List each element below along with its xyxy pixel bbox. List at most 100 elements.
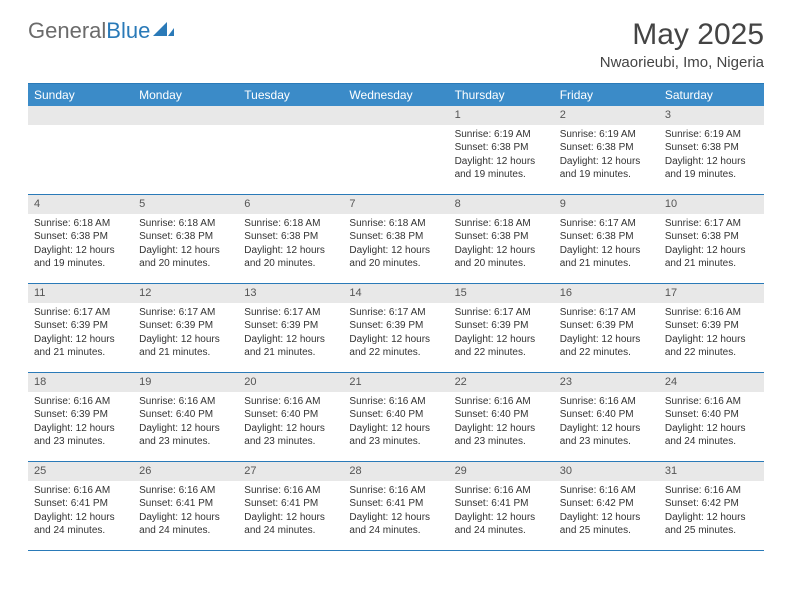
day-number [28,106,133,125]
sunrise-text: Sunrise: 6:16 AM [560,395,653,409]
day-cell: 14Sunrise: 6:17 AMSunset: 6:39 PMDayligh… [343,284,448,372]
day-cell: 27Sunrise: 6:16 AMSunset: 6:41 PMDayligh… [238,462,343,550]
day-number: 7 [343,195,448,214]
sunrise-text: Sunrise: 6:16 AM [34,484,127,498]
sunset-text: Sunset: 6:40 PM [455,408,548,422]
sunset-text: Sunset: 6:39 PM [244,319,337,333]
sunset-text: Sunset: 6:38 PM [560,141,653,155]
day-body: Sunrise: 6:17 AMSunset: 6:39 PMDaylight:… [449,303,554,365]
day-cell: 13Sunrise: 6:17 AMSunset: 6:39 PMDayligh… [238,284,343,372]
sunset-text: Sunset: 6:39 PM [34,408,127,422]
sunset-text: Sunset: 6:38 PM [139,230,232,244]
day-number: 15 [449,284,554,303]
sunset-text: Sunset: 6:40 PM [139,408,232,422]
day-number: 19 [133,373,238,392]
week-row: 4Sunrise: 6:18 AMSunset: 6:38 PMDaylight… [28,195,764,284]
sunrise-text: Sunrise: 6:16 AM [34,395,127,409]
day-number: 27 [238,462,343,481]
day-cell: 5Sunrise: 6:18 AMSunset: 6:38 PMDaylight… [133,195,238,283]
sunset-text: Sunset: 6:42 PM [665,497,758,511]
sunset-text: Sunset: 6:39 PM [560,319,653,333]
sunset-text: Sunset: 6:40 PM [560,408,653,422]
day-cell: 9Sunrise: 6:17 AMSunset: 6:38 PMDaylight… [554,195,659,283]
day-cell: 4Sunrise: 6:18 AMSunset: 6:38 PMDaylight… [28,195,133,283]
day-number: 10 [659,195,764,214]
day-number: 29 [449,462,554,481]
sunrise-text: Sunrise: 6:16 AM [349,484,442,498]
daylight-text: Daylight: 12 hours and 21 minutes. [665,244,758,271]
day-cell [238,106,343,194]
daylight-text: Daylight: 12 hours and 24 minutes. [244,511,337,538]
day-cell: 22Sunrise: 6:16 AMSunset: 6:40 PMDayligh… [449,373,554,461]
dow-wednesday: Wednesday [343,84,448,106]
day-body: Sunrise: 6:17 AMSunset: 6:39 PMDaylight:… [133,303,238,365]
sunset-text: Sunset: 6:38 PM [455,230,548,244]
daylight-text: Daylight: 12 hours and 19 minutes. [560,155,653,182]
daylight-text: Daylight: 12 hours and 23 minutes. [34,422,127,449]
day-body: Sunrise: 6:18 AMSunset: 6:38 PMDaylight:… [343,214,448,276]
header: GeneralBlue May 2025 Nwaorieubi, Imo, Ni… [0,0,792,79]
day-cell: 2Sunrise: 6:19 AMSunset: 6:38 PMDaylight… [554,106,659,194]
daylight-text: Daylight: 12 hours and 20 minutes. [455,244,548,271]
day-number: 30 [554,462,659,481]
day-number: 13 [238,284,343,303]
daylight-text: Daylight: 12 hours and 25 minutes. [665,511,758,538]
dow-row: Sunday Monday Tuesday Wednesday Thursday… [28,84,764,106]
dow-tuesday: Tuesday [238,84,343,106]
dow-sunday: Sunday [28,84,133,106]
day-body: Sunrise: 6:17 AMSunset: 6:39 PMDaylight:… [28,303,133,365]
daylight-text: Daylight: 12 hours and 23 minutes. [244,422,337,449]
day-number: 31 [659,462,764,481]
day-body: Sunrise: 6:19 AMSunset: 6:38 PMDaylight:… [659,125,764,187]
day-cell: 15Sunrise: 6:17 AMSunset: 6:39 PMDayligh… [449,284,554,372]
day-cell: 24Sunrise: 6:16 AMSunset: 6:40 PMDayligh… [659,373,764,461]
sunrise-text: Sunrise: 6:17 AM [139,306,232,320]
daylight-text: Daylight: 12 hours and 24 minutes. [665,422,758,449]
daylight-text: Daylight: 12 hours and 20 minutes. [139,244,232,271]
day-number: 25 [28,462,133,481]
sunrise-text: Sunrise: 6:19 AM [665,128,758,142]
day-body: Sunrise: 6:18 AMSunset: 6:38 PMDaylight:… [133,214,238,276]
day-number: 26 [133,462,238,481]
day-cell: 12Sunrise: 6:17 AMSunset: 6:39 PMDayligh… [133,284,238,372]
daylight-text: Daylight: 12 hours and 20 minutes. [244,244,337,271]
day-cell: 25Sunrise: 6:16 AMSunset: 6:41 PMDayligh… [28,462,133,550]
sunset-text: Sunset: 6:39 PM [349,319,442,333]
sunset-text: Sunset: 6:38 PM [349,230,442,244]
sunrise-text: Sunrise: 6:17 AM [34,306,127,320]
day-number: 16 [554,284,659,303]
day-body: Sunrise: 6:16 AMSunset: 6:40 PMDaylight:… [449,392,554,454]
day-body: Sunrise: 6:16 AMSunset: 6:42 PMDaylight:… [554,481,659,543]
day-number: 5 [133,195,238,214]
sunset-text: Sunset: 6:41 PM [349,497,442,511]
day-cell: 16Sunrise: 6:17 AMSunset: 6:39 PMDayligh… [554,284,659,372]
day-number: 17 [659,284,764,303]
sunrise-text: Sunrise: 6:17 AM [560,306,653,320]
day-cell: 31Sunrise: 6:16 AMSunset: 6:42 PMDayligh… [659,462,764,550]
sunrise-text: Sunrise: 6:18 AM [244,217,337,231]
dow-saturday: Saturday [659,84,764,106]
day-number: 21 [343,373,448,392]
daylight-text: Daylight: 12 hours and 24 minutes. [34,511,127,538]
day-body: Sunrise: 6:18 AMSunset: 6:38 PMDaylight:… [28,214,133,276]
title-block: May 2025 Nwaorieubi, Imo, Nigeria [600,18,764,71]
sunrise-text: Sunrise: 6:16 AM [139,395,232,409]
day-body: Sunrise: 6:16 AMSunset: 6:40 PMDaylight:… [554,392,659,454]
sunrise-text: Sunrise: 6:18 AM [349,217,442,231]
day-cell: 23Sunrise: 6:16 AMSunset: 6:40 PMDayligh… [554,373,659,461]
day-cell [343,106,448,194]
daylight-text: Daylight: 12 hours and 21 minutes. [139,333,232,360]
day-cell: 21Sunrise: 6:16 AMSunset: 6:40 PMDayligh… [343,373,448,461]
sunset-text: Sunset: 6:38 PM [455,141,548,155]
sunrise-text: Sunrise: 6:17 AM [560,217,653,231]
sunset-text: Sunset: 6:38 PM [34,230,127,244]
day-number: 23 [554,373,659,392]
daylight-text: Daylight: 12 hours and 23 minutes. [349,422,442,449]
week-row: 25Sunrise: 6:16 AMSunset: 6:41 PMDayligh… [28,462,764,551]
sunrise-text: Sunrise: 6:18 AM [139,217,232,231]
sunset-text: Sunset: 6:39 PM [455,319,548,333]
sunrise-text: Sunrise: 6:16 AM [244,484,337,498]
sunrise-text: Sunrise: 6:16 AM [139,484,232,498]
calendar: Sunday Monday Tuesday Wednesday Thursday… [28,83,764,551]
day-cell: 7Sunrise: 6:18 AMSunset: 6:38 PMDaylight… [343,195,448,283]
